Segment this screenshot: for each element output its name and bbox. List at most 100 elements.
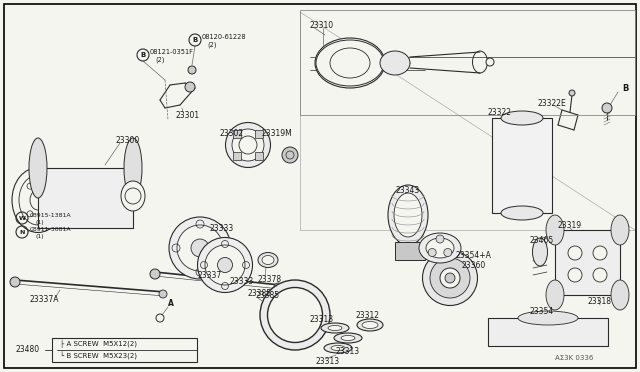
Text: 23333: 23333 <box>210 224 234 232</box>
Ellipse shape <box>440 268 460 288</box>
Ellipse shape <box>29 138 47 198</box>
Ellipse shape <box>394 193 422 237</box>
Ellipse shape <box>532 238 547 266</box>
Text: 23385: 23385 <box>247 289 271 298</box>
Ellipse shape <box>321 323 349 333</box>
Bar <box>300 10 635 115</box>
Ellipse shape <box>611 215 629 245</box>
Text: 23343: 23343 <box>395 186 419 195</box>
Text: 23337A: 23337A <box>30 295 60 305</box>
Circle shape <box>486 58 494 66</box>
Ellipse shape <box>315 38 385 88</box>
Circle shape <box>568 246 582 260</box>
Circle shape <box>428 248 436 257</box>
Ellipse shape <box>422 250 477 305</box>
Ellipse shape <box>419 233 461 263</box>
Text: 23310: 23310 <box>310 20 334 29</box>
Text: ├ A SCREW  M5X12(2): ├ A SCREW M5X12(2) <box>60 340 137 348</box>
Text: N: N <box>19 230 25 234</box>
Circle shape <box>185 82 195 92</box>
Text: 23312: 23312 <box>355 311 379 320</box>
Bar <box>488 318 608 346</box>
Text: 23301: 23301 <box>175 110 199 119</box>
Ellipse shape <box>334 333 362 343</box>
Ellipse shape <box>177 225 223 271</box>
Text: 23333: 23333 <box>230 278 254 286</box>
Text: B: B <box>140 52 146 58</box>
Ellipse shape <box>328 326 342 330</box>
Text: 23465: 23465 <box>530 235 554 244</box>
Text: 23318: 23318 <box>588 298 612 307</box>
Ellipse shape <box>124 138 142 198</box>
Text: 23313: 23313 <box>310 315 334 324</box>
Ellipse shape <box>121 181 145 211</box>
Ellipse shape <box>546 280 564 310</box>
Circle shape <box>445 273 455 283</box>
Text: 08911-3081A: 08911-3081A <box>30 227 72 231</box>
Ellipse shape <box>324 343 352 353</box>
Text: B: B <box>622 83 628 93</box>
Text: 23322E: 23322E <box>538 99 567 108</box>
Text: W: W <box>19 215 26 221</box>
Bar <box>395 242 425 260</box>
Text: (1): (1) <box>35 234 44 238</box>
Ellipse shape <box>218 257 232 273</box>
Text: B: B <box>193 37 198 43</box>
Ellipse shape <box>388 185 428 245</box>
Bar <box>38 168 133 228</box>
Bar <box>52 338 197 362</box>
Bar <box>492 118 552 213</box>
Ellipse shape <box>341 336 355 340</box>
Bar <box>555 230 620 295</box>
Ellipse shape <box>225 122 271 167</box>
Ellipse shape <box>198 237 253 292</box>
Text: 23354: 23354 <box>530 308 554 317</box>
Text: 23480: 23480 <box>15 346 39 355</box>
Text: (1): (1) <box>35 219 44 224</box>
Text: 23313: 23313 <box>315 357 339 366</box>
Text: 23337: 23337 <box>198 270 222 279</box>
Ellipse shape <box>362 321 378 328</box>
Text: 23378: 23378 <box>258 276 282 285</box>
Ellipse shape <box>191 239 209 257</box>
Circle shape <box>568 268 582 282</box>
Circle shape <box>188 66 196 74</box>
Ellipse shape <box>501 111 543 125</box>
Bar <box>255 152 263 160</box>
Ellipse shape <box>262 256 274 264</box>
Circle shape <box>10 277 20 287</box>
Text: 23302: 23302 <box>220 128 244 138</box>
Text: 23319M: 23319M <box>262 128 292 138</box>
Text: (2): (2) <box>207 42 216 48</box>
Circle shape <box>282 147 298 163</box>
Ellipse shape <box>357 319 383 331</box>
Text: 23354+A: 23354+A <box>455 250 491 260</box>
Ellipse shape <box>169 217 231 279</box>
Text: 23319: 23319 <box>557 221 581 230</box>
Ellipse shape <box>331 346 345 350</box>
Circle shape <box>444 248 452 257</box>
Ellipse shape <box>260 280 330 350</box>
Ellipse shape <box>12 167 64 232</box>
Text: └ B SCREW  M5X23(2): └ B SCREW M5X23(2) <box>60 352 137 360</box>
Text: 08121-0351F: 08121-0351F <box>150 49 194 55</box>
Circle shape <box>159 290 167 298</box>
Circle shape <box>150 269 160 279</box>
Circle shape <box>593 246 607 260</box>
Ellipse shape <box>501 206 543 220</box>
Ellipse shape <box>268 288 323 343</box>
Text: 23300: 23300 <box>115 135 140 144</box>
Circle shape <box>274 283 282 291</box>
Ellipse shape <box>430 258 470 298</box>
Ellipse shape <box>258 253 278 267</box>
Ellipse shape <box>611 280 629 310</box>
Text: 08120-61228: 08120-61228 <box>202 34 246 40</box>
Circle shape <box>602 103 612 113</box>
Text: AΣ3Κ 0336: AΣ3Κ 0336 <box>555 355 593 361</box>
Text: (2): (2) <box>155 57 164 63</box>
Ellipse shape <box>518 311 578 325</box>
Text: A: A <box>168 298 174 308</box>
Ellipse shape <box>380 51 410 75</box>
Text: 23313: 23313 <box>335 347 359 356</box>
Text: 23360: 23360 <box>462 260 486 269</box>
